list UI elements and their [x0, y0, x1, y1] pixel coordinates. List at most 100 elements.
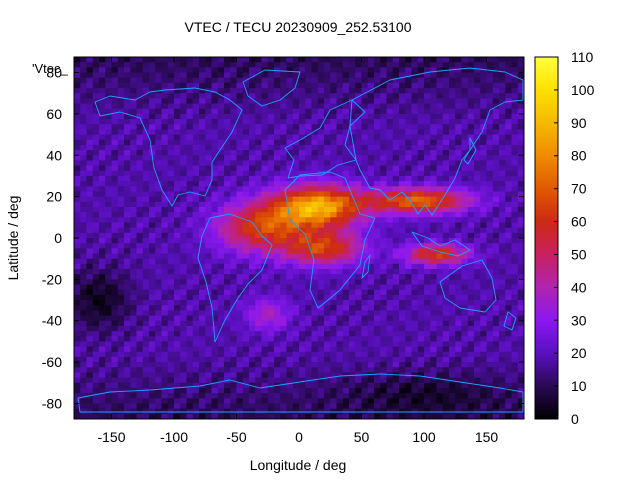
heatmap-cell — [192, 139, 200, 146]
heatmap-cell — [361, 217, 369, 224]
heatmap-cell — [286, 403, 294, 410]
heatmap-cell — [311, 372, 319, 379]
heatmap-cell — [261, 134, 269, 141]
heatmap-cell — [86, 387, 94, 394]
heatmap-cell — [286, 181, 294, 187]
heatmap-cell — [199, 258, 206, 265]
heatmap-cell — [361, 382, 369, 389]
heatmap-cell — [317, 398, 325, 405]
heatmap-cell — [386, 113, 394, 120]
heatmap-cell — [367, 351, 375, 358]
heatmap-cell — [442, 310, 450, 317]
heatmap-cell — [480, 67, 488, 74]
heatmap-cell — [274, 181, 281, 187]
heatmap-cell — [161, 248, 169, 255]
heatmap-cell — [480, 155, 488, 162]
heatmap-cell — [86, 150, 94, 156]
heatmap-cell — [355, 408, 363, 415]
heatmap-cell — [392, 382, 400, 389]
heatmap-cell — [155, 248, 163, 255]
heatmap-cell — [99, 367, 106, 374]
heatmap-cell — [167, 93, 175, 99]
heatmap-cell — [286, 351, 294, 358]
heatmap-cell — [292, 377, 300, 384]
heatmap-cell — [92, 150, 100, 156]
heatmap-cell — [386, 98, 394, 105]
heatmap-cell — [99, 351, 106, 358]
heatmap-cell — [242, 253, 250, 260]
heatmap-cell — [74, 186, 81, 193]
heatmap-cell — [86, 232, 94, 239]
heatmap-cell — [167, 227, 175, 234]
heatmap-cell — [161, 181, 169, 187]
heatmap-cell — [174, 119, 181, 125]
heatmap-cell — [480, 284, 488, 291]
heatmap-cell — [355, 144, 363, 151]
heatmap-cell — [461, 186, 469, 193]
heatmap-cell — [267, 103, 275, 110]
heatmap-cell — [399, 243, 406, 249]
heatmap-cell — [255, 305, 263, 311]
heatmap-cell — [442, 62, 450, 68]
heatmap-cell — [374, 248, 381, 255]
heatmap-cell — [342, 227, 350, 234]
heatmap-cell — [399, 108, 406, 115]
heatmap-cell — [330, 181, 338, 187]
heatmap-cell — [192, 305, 200, 311]
heatmap-cell — [330, 331, 338, 337]
heatmap-cell — [280, 253, 288, 260]
heatmap-cell — [311, 362, 319, 368]
heatmap-cell — [199, 155, 206, 162]
heatmap-cell — [455, 238, 463, 244]
heatmap-cell — [117, 408, 125, 415]
heatmap-cell — [249, 315, 256, 322]
heatmap-cell — [199, 124, 206, 130]
heatmap-cell — [130, 238, 138, 244]
heatmap-cell — [455, 320, 463, 327]
heatmap-cell — [474, 108, 481, 115]
heatmap-cell — [486, 186, 494, 193]
heatmap-cell — [374, 243, 381, 249]
heatmap-cell — [205, 139, 213, 146]
heatmap-cell — [380, 238, 388, 244]
heatmap-cell — [80, 269, 88, 275]
heatmap-cell — [449, 103, 456, 110]
heatmap-cell — [417, 336, 425, 343]
heatmap-cell — [292, 129, 300, 136]
heatmap-cell — [286, 191, 294, 198]
heatmap-cell — [142, 372, 150, 379]
heatmap-cell — [505, 336, 513, 343]
heatmap-cell — [424, 336, 431, 343]
heatmap-cell — [486, 346, 494, 353]
heatmap-cell — [411, 351, 419, 358]
heatmap-cell — [242, 300, 250, 306]
heatmap-cell — [474, 289, 481, 296]
heatmap-cell — [224, 150, 231, 156]
heatmap-cell — [292, 325, 300, 332]
heatmap-cell — [74, 362, 81, 368]
heatmap-cell — [286, 248, 294, 255]
heatmap-cell — [330, 300, 338, 306]
heatmap-cell — [405, 196, 413, 203]
heatmap-cell — [374, 263, 381, 270]
heatmap-cell — [130, 67, 138, 74]
heatmap-cell — [286, 325, 294, 332]
heatmap-cell — [492, 320, 500, 327]
heatmap-cell — [330, 186, 338, 193]
heatmap-cell — [286, 201, 294, 208]
heatmap-cell — [249, 139, 256, 146]
heatmap-cell — [436, 398, 444, 405]
heatmap-cell — [274, 269, 281, 275]
heatmap-cell — [205, 57, 213, 63]
heatmap-cell — [86, 346, 94, 353]
heatmap-cell — [99, 139, 106, 146]
heatmap-cell — [374, 217, 381, 224]
heatmap-cell — [161, 387, 169, 394]
heatmap-cell — [386, 398, 394, 405]
heatmap-cell — [311, 196, 319, 203]
heatmap-cell — [155, 377, 163, 384]
heatmap-cell — [111, 232, 119, 239]
heatmap-cell — [149, 175, 156, 182]
heatmap-cell — [461, 57, 469, 63]
heatmap-cell — [267, 238, 275, 244]
